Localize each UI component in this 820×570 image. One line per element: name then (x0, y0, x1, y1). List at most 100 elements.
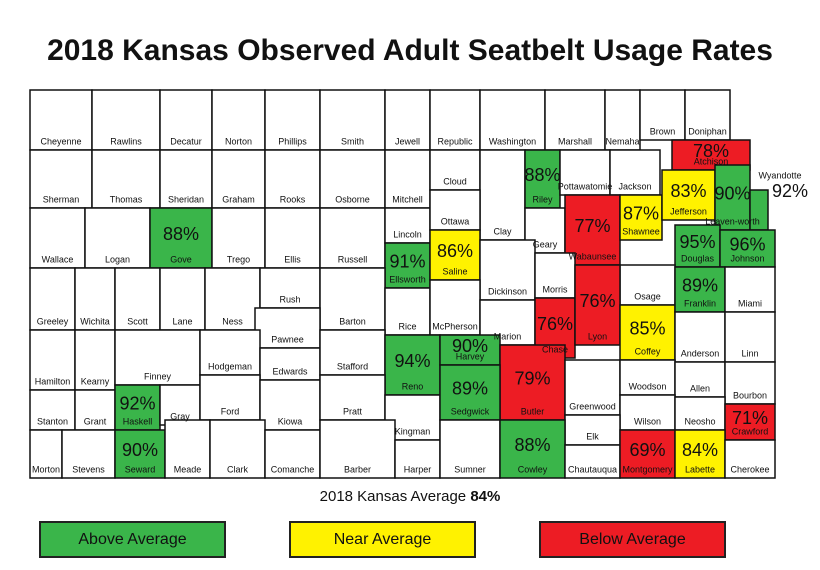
county-name: Thomas (110, 194, 143, 204)
county (724, 439, 776, 479)
county-name: Coffey (635, 346, 661, 356)
county-rate: 88% (524, 165, 560, 185)
county-name: Rawlins (110, 136, 142, 146)
county-name: Kiowa (278, 416, 303, 426)
county-rate: 89% (682, 275, 718, 295)
county-name: McPherson (432, 321, 478, 331)
county-name: Montgomery (622, 464, 673, 474)
county-name: Pratt (343, 406, 363, 416)
county-name: Republic (437, 136, 473, 146)
county-rate: 85% (629, 318, 665, 338)
county (319, 89, 386, 151)
county-rate: 78% (693, 141, 729, 161)
county (164, 419, 211, 479)
county (211, 149, 266, 209)
county (319, 149, 386, 209)
county-name: Meade (174, 464, 202, 474)
county-name: Gray (170, 411, 190, 421)
county-name: Kearny (81, 376, 110, 386)
county-name: Phillips (278, 136, 307, 146)
county-name: Saline (442, 266, 467, 276)
county-name: Osage (634, 291, 661, 301)
county-rate: 87% (623, 203, 659, 223)
county-name: Stafford (337, 361, 368, 371)
county-name: Wyandotte (759, 170, 802, 180)
county (639, 89, 686, 141)
legend-swatch (289, 521, 476, 558)
county (29, 389, 76, 431)
county (61, 429, 116, 479)
county-name: Cheyenne (40, 136, 81, 146)
county-name: Finney (144, 371, 172, 381)
average-label: 2018 Kansas Average (320, 488, 467, 505)
county-name: Russell (338, 254, 368, 264)
county (159, 149, 213, 209)
county-name: Trego (227, 254, 250, 264)
county-rate: 90% (714, 183, 750, 203)
county (91, 89, 161, 151)
county-name: Scott (127, 316, 148, 326)
county (114, 267, 161, 331)
county-name: Clay (493, 226, 512, 236)
county-name: Ottawa (441, 216, 470, 226)
county (674, 361, 726, 398)
county-name: Franklin (684, 298, 716, 308)
county-name: Norton (225, 136, 252, 146)
county-rate: 76% (579, 291, 615, 311)
county-rate: 86% (437, 241, 473, 261)
state-average: 2018 Kansas Average 84% (320, 488, 501, 505)
county-name: Atchison (694, 156, 729, 166)
county (29, 207, 86, 269)
county-name: Rooks (280, 194, 306, 204)
county (254, 307, 321, 349)
county-rate: 88% (163, 224, 199, 244)
county-name: Pottawatomie (558, 181, 613, 191)
county-name: Ellsworth (389, 274, 426, 284)
county-name: Gove (170, 254, 192, 264)
county-name: Hodgeman (208, 361, 252, 371)
county-name: Sumner (454, 464, 486, 474)
county-name: Ellis (284, 254, 301, 264)
county (574, 264, 621, 346)
county (661, 169, 716, 221)
county-name: Ford (221, 406, 240, 416)
county-name: Sheridan (168, 194, 204, 204)
legend-label: Near Average (334, 531, 432, 548)
county (384, 287, 431, 336)
county (29, 149, 93, 209)
county-rate: 84% (682, 440, 718, 460)
county-name: Barber (344, 464, 371, 474)
county-name: Reno (402, 381, 424, 391)
average-value: 84% (470, 488, 500, 505)
county-name: Osborne (335, 194, 370, 204)
county-name: Anderson (681, 348, 720, 358)
county (264, 429, 321, 479)
county (619, 194, 663, 241)
county-rate: 88% (514, 435, 550, 455)
county-name: Harper (404, 464, 432, 474)
county (429, 89, 481, 151)
county-name: Douglas (681, 253, 715, 263)
county-rate: 76% (537, 314, 573, 334)
county-name: Brown (650, 126, 676, 136)
county-name: Lyon (588, 331, 607, 341)
county-name: Ness (222, 316, 243, 326)
county-name: Woodson (629, 381, 667, 391)
county (29, 89, 93, 151)
county (544, 89, 606, 151)
county (619, 394, 676, 431)
county-name: Logan (105, 254, 130, 264)
county-name: Kingman (395, 426, 431, 436)
county-rate: 77% (574, 216, 610, 236)
county-name: Harvey (456, 351, 485, 361)
legend-swatch (39, 521, 226, 558)
county-rate: 92% (772, 181, 808, 201)
county-name: Hamilton (35, 376, 71, 386)
county-name: Graham (222, 194, 255, 204)
county-name: Greeley (37, 316, 69, 326)
county-name: Dickinson (488, 286, 527, 296)
title: 2018 Kansas Observed Adult Seatbelt Usag… (47, 34, 773, 67)
county-name: Wallace (42, 254, 74, 264)
